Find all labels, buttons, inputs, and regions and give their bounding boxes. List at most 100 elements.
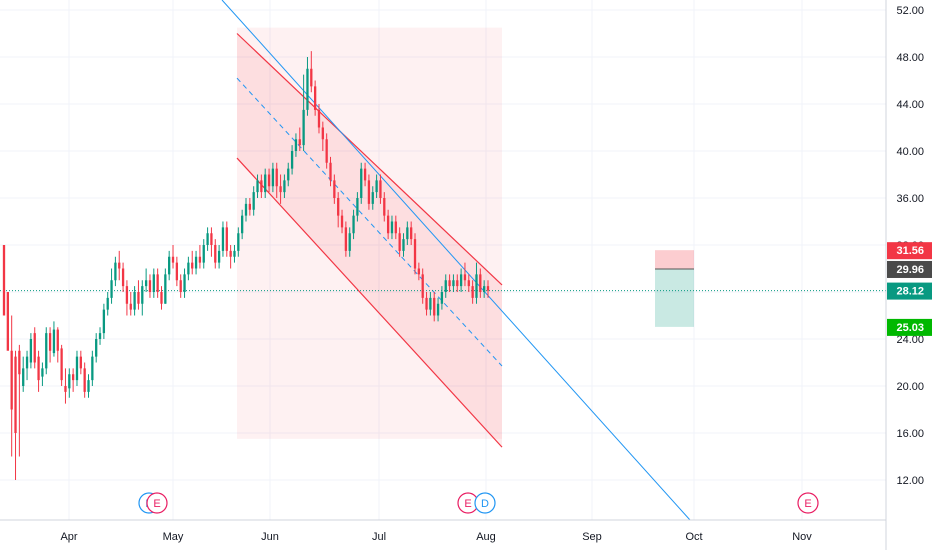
candle-body — [313, 86, 317, 110]
candle-body — [102, 309, 106, 334]
price-tag-label: 28.12 — [896, 286, 924, 298]
candle-body — [68, 374, 71, 389]
candle-body — [363, 168, 367, 181]
candle-body — [87, 380, 90, 392]
candle-body — [279, 186, 282, 193]
candle-body — [386, 215, 390, 234]
y-tick-label: 16.00 — [896, 428, 924, 440]
candle-body — [402, 239, 405, 251]
candle-body — [260, 180, 263, 193]
x-tick-label: Oct — [685, 531, 702, 543]
candle-body — [64, 386, 67, 392]
price-tag-label: 31.56 — [896, 245, 924, 257]
candle-body — [333, 180, 336, 198]
candle-body — [156, 274, 159, 292]
candle-body — [52, 329, 56, 354]
candle-body — [75, 356, 79, 381]
candle-body — [14, 356, 17, 433]
x-tick-label: Nov — [792, 531, 812, 543]
candle-body — [160, 292, 163, 304]
price-tag-label: 25.03 — [896, 322, 924, 334]
candle-body — [37, 356, 40, 381]
candle-body — [152, 274, 155, 292]
channel-midline — [236, 77, 503, 367]
candle-body — [310, 68, 313, 87]
price-tag-bg — [887, 282, 932, 300]
candle-body — [179, 280, 182, 292]
candle-body — [133, 292, 136, 310]
candle-body — [6, 292, 9, 351]
y-tick-label: 36.00 — [896, 193, 924, 205]
candle-body — [164, 274, 167, 304]
candle-body — [256, 180, 259, 193]
candle-body — [45, 333, 48, 369]
stop-loss-zone — [655, 250, 694, 269]
overlay-layer: EEEDE — [138, 250, 819, 514]
candle-body — [121, 268, 125, 287]
candle-body — [229, 250, 232, 257]
candle-body — [448, 280, 451, 287]
candle-body — [214, 245, 217, 263]
price-tag-bg — [887, 318, 932, 336]
candle-body — [321, 127, 324, 140]
candle-body — [352, 215, 355, 234]
candle-body — [267, 174, 271, 187]
candle-body — [48, 333, 52, 351]
candle-body — [194, 256, 198, 269]
candle-body — [421, 274, 424, 298]
candle-body — [125, 286, 129, 304]
candle-body — [287, 168, 290, 181]
channel-upper-line — [236, 33, 503, 286]
candle-body — [71, 374, 75, 381]
candle-body — [294, 139, 298, 151]
candle-body — [302, 109, 305, 146]
candle-body — [10, 350, 13, 410]
candle-body — [33, 333, 36, 363]
candle-body — [25, 356, 29, 369]
candle-body — [137, 292, 140, 304]
price-tag-bg — [887, 242, 932, 260]
candle-body — [198, 256, 202, 263]
candle-body — [271, 168, 275, 187]
candle-body — [41, 368, 44, 377]
candle-body — [233, 250, 236, 257]
trend-line — [221, 0, 691, 521]
candle-body — [390, 221, 394, 234]
candle-body — [22, 368, 25, 386]
candle-body — [383, 198, 386, 216]
candle-body — [413, 239, 417, 269]
candle-body — [210, 233, 213, 245]
candle-body — [264, 174, 267, 193]
candle-body — [244, 203, 248, 216]
candle-body — [171, 256, 175, 263]
event-marker-letter: E — [464, 498, 471, 510]
x-tick-label: Jun — [261, 531, 279, 543]
candle-body — [217, 250, 221, 263]
x-tick-label: Aug — [476, 531, 496, 543]
candle-body — [479, 274, 482, 292]
candle-body — [106, 297, 109, 310]
candle-body — [60, 348, 63, 381]
candle-body — [329, 162, 332, 181]
candle-body — [417, 268, 421, 275]
x-tick-label: Jul — [372, 531, 386, 543]
event-marker — [797, 492, 819, 514]
candle-body — [433, 297, 436, 316]
x-tick-label: Sep — [582, 531, 602, 543]
candle-body — [444, 280, 447, 292]
candle-body — [141, 286, 144, 304]
candle-body — [187, 262, 190, 275]
candle-body — [79, 356, 82, 369]
candle-body — [290, 151, 294, 169]
candle-body — [425, 297, 428, 310]
candle-body — [379, 180, 382, 198]
time-axis[interactable]: Apr May Jun Jul Aug Sep Oct Nov — [60, 531, 812, 543]
candle-body — [340, 215, 344, 228]
candle-body — [317, 109, 321, 128]
candle-body — [98, 333, 102, 339]
y-tick-label: 12.00 — [896, 475, 924, 487]
candle-body — [202, 245, 205, 263]
candle-body — [248, 203, 251, 210]
